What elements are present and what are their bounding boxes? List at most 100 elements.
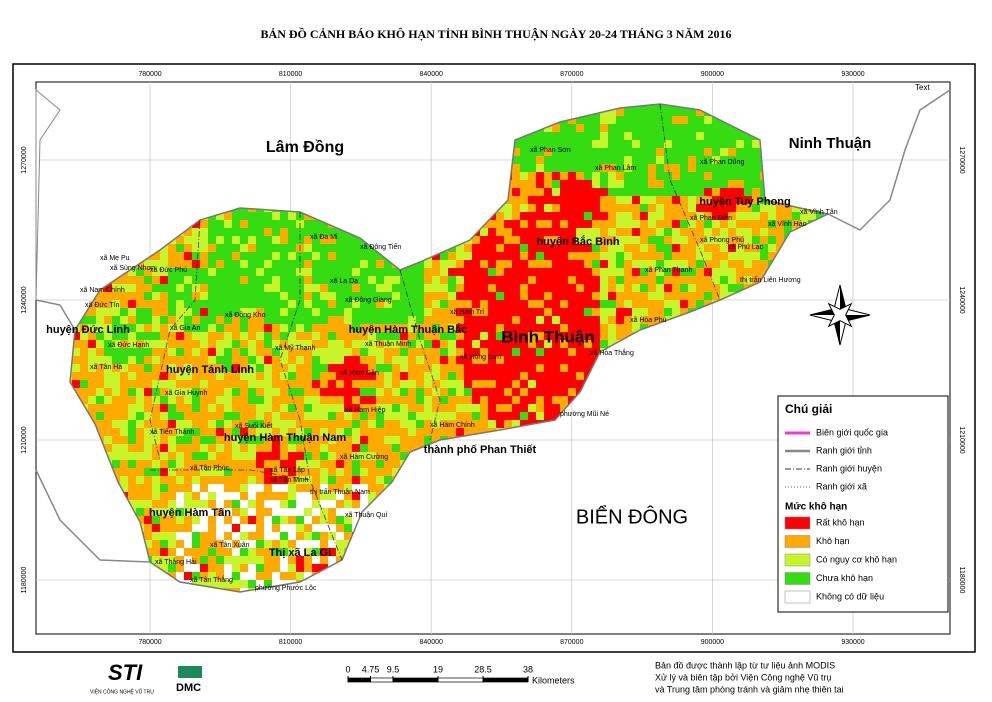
drought-cell xyxy=(136,276,144,284)
drought-cell xyxy=(200,404,208,412)
drought-cell xyxy=(168,420,176,428)
drought-cell xyxy=(152,540,160,548)
drought-cell xyxy=(288,396,296,404)
drought-cell xyxy=(272,484,280,492)
drought-cell xyxy=(272,356,280,364)
drought-cell xyxy=(280,340,288,348)
drought-cell xyxy=(248,380,256,388)
drought-cell xyxy=(160,316,168,324)
drought-cell xyxy=(232,324,240,332)
drought-cell xyxy=(376,412,384,420)
drought-cell xyxy=(264,380,272,388)
drought-cell xyxy=(296,532,304,540)
drought-cell xyxy=(624,188,632,196)
drought-cell xyxy=(432,428,440,436)
drought-cell xyxy=(664,276,672,284)
drought-cell xyxy=(104,420,112,428)
drought-cell xyxy=(496,372,504,380)
neighbor-outline xyxy=(35,88,61,301)
drought-cell xyxy=(392,396,400,404)
drought-cell xyxy=(592,148,600,156)
drought-cell xyxy=(200,356,208,364)
drought-cell xyxy=(600,212,608,220)
drought-cell xyxy=(304,348,312,356)
drought-cell xyxy=(328,556,336,564)
drought-cell xyxy=(192,420,200,428)
drought-cell xyxy=(288,492,296,500)
drought-cell xyxy=(216,508,224,516)
drought-cell xyxy=(384,340,392,348)
drought-cell xyxy=(672,220,680,228)
drought-cell xyxy=(440,332,448,340)
drought-cell xyxy=(192,516,200,524)
drought-cell xyxy=(208,524,216,532)
drought-cell xyxy=(264,532,272,540)
drought-cell xyxy=(376,268,384,276)
drought-cell xyxy=(120,340,128,348)
drought-cell xyxy=(416,332,424,340)
drought-cell xyxy=(584,220,592,228)
drought-cell xyxy=(504,404,512,412)
drought-cell xyxy=(152,268,160,276)
drought-cell xyxy=(544,356,552,364)
drought-cell xyxy=(432,308,440,316)
drought-cell xyxy=(152,372,160,380)
drought-cell xyxy=(528,196,536,204)
drought-cell xyxy=(248,468,256,476)
drought-cell xyxy=(352,324,360,332)
drought-cell xyxy=(488,268,496,276)
drought-cell xyxy=(496,212,504,220)
drought-cell xyxy=(128,364,136,372)
drought-cell xyxy=(88,356,96,364)
drought-cell xyxy=(640,228,648,236)
drought-cell xyxy=(168,340,176,348)
drought-cell xyxy=(80,396,88,404)
drought-cell xyxy=(176,428,184,436)
drought-cell xyxy=(496,228,504,236)
drought-cell xyxy=(264,236,272,244)
drought-cell xyxy=(656,252,664,260)
drought-cell xyxy=(576,380,584,388)
drought-cell xyxy=(232,348,240,356)
drought-cell xyxy=(432,292,440,300)
drought-cell xyxy=(472,308,480,316)
drought-cell xyxy=(160,548,168,556)
drought-cell xyxy=(488,260,496,268)
drought-cell xyxy=(296,444,304,452)
drought-cell xyxy=(544,204,552,212)
drought-cell xyxy=(224,260,232,268)
drought-cell xyxy=(656,236,664,244)
drought-cell xyxy=(192,396,200,404)
drought-cell xyxy=(544,284,552,292)
drought-cell xyxy=(200,220,208,228)
drought-cell xyxy=(504,268,512,276)
drought-cell xyxy=(576,284,584,292)
drought-cell xyxy=(320,276,328,284)
drought-cell xyxy=(312,532,320,540)
drought-cell xyxy=(512,388,520,396)
drought-cell xyxy=(496,268,504,276)
drought-cell xyxy=(576,364,584,372)
drought-cell xyxy=(544,268,552,276)
drought-cell xyxy=(568,132,576,140)
drought-cell xyxy=(200,228,208,236)
drought-cell xyxy=(656,204,664,212)
drought-cell xyxy=(504,316,512,324)
drought-cell xyxy=(248,236,256,244)
drought-cell xyxy=(656,196,664,204)
drought-cell xyxy=(648,124,656,132)
drought-cell xyxy=(552,308,560,316)
drought-cell xyxy=(408,348,416,356)
drought-cell xyxy=(272,348,280,356)
drought-cell xyxy=(624,172,632,180)
drought-cell xyxy=(688,284,696,292)
drought-cell xyxy=(248,476,256,484)
drought-cell xyxy=(240,284,248,292)
drought-cell xyxy=(80,380,88,388)
drought-cell xyxy=(504,220,512,228)
drought-cell xyxy=(456,348,464,356)
drought-cell xyxy=(584,212,592,220)
drought-cell xyxy=(352,284,360,292)
drought-cell xyxy=(376,292,384,300)
drought-cell xyxy=(472,332,480,340)
